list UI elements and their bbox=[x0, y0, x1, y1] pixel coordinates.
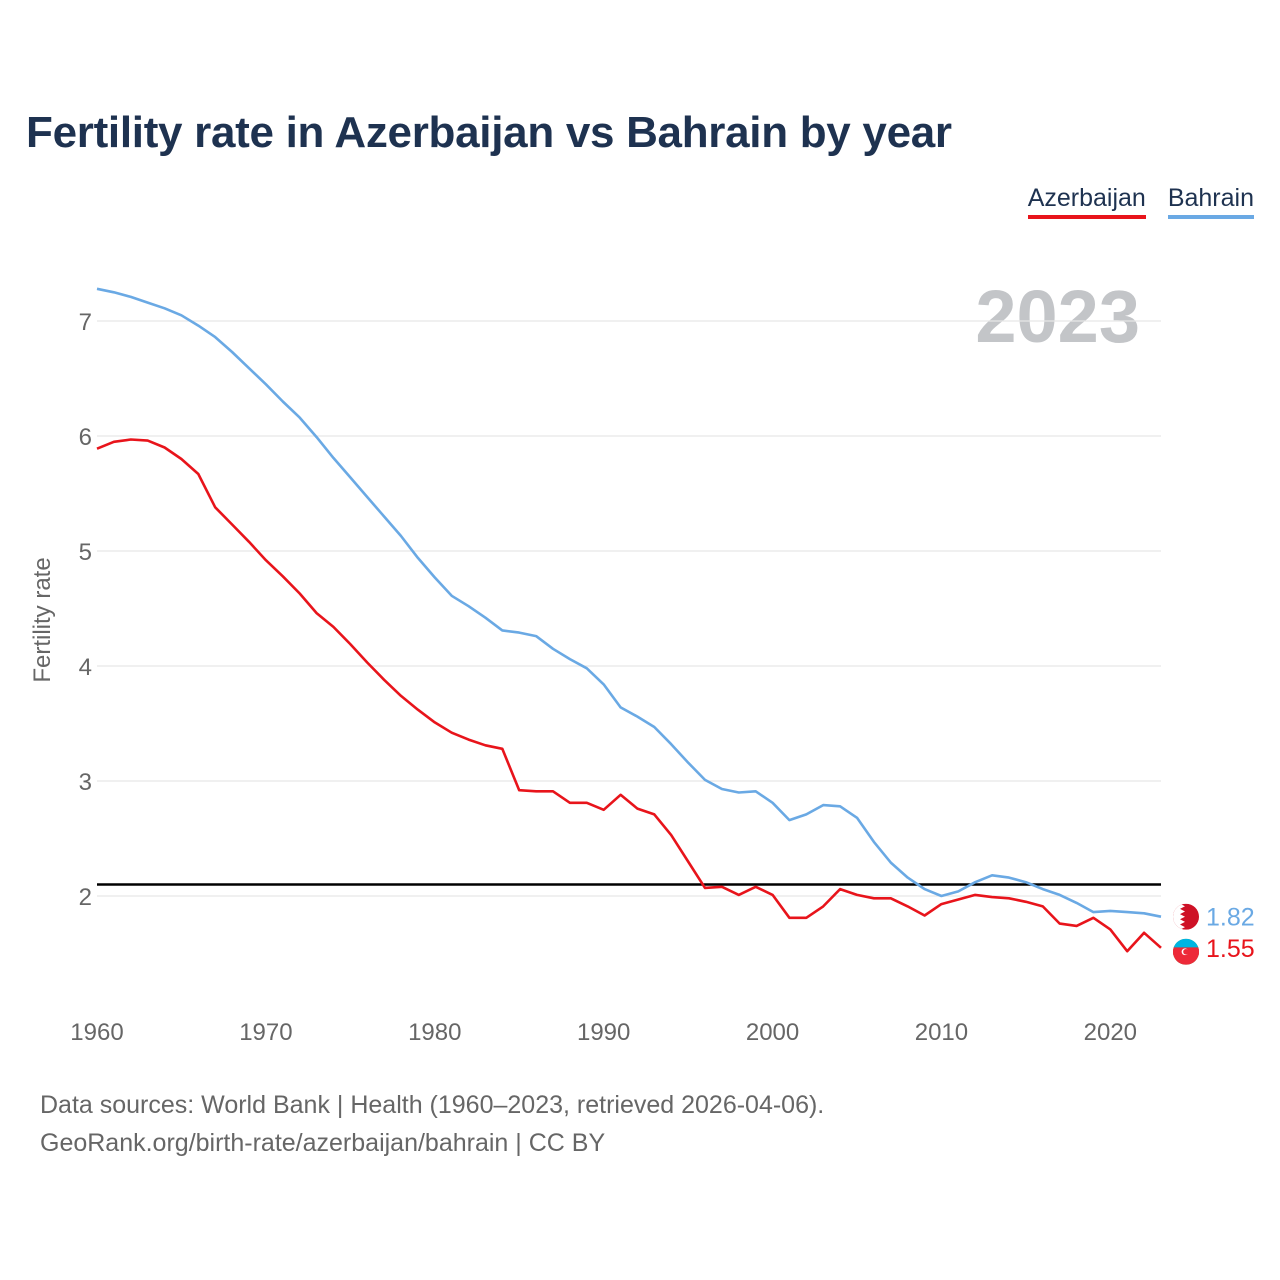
series-line-azerbaijan[interactable] bbox=[96, 438, 1162, 953]
y-axis-label: Fertility rate bbox=[29, 557, 56, 682]
y-tick-label-7: 7 bbox=[79, 309, 92, 336]
azerbaijan-flag-icon bbox=[1173, 938, 1199, 965]
series-line-bahrain[interactable] bbox=[96, 287, 1162, 918]
bahrain-flag-icon bbox=[1173, 903, 1199, 930]
x-tick-label-1990: 1990 bbox=[577, 1019, 630, 1046]
y-tick-label-5: 5 bbox=[79, 539, 92, 566]
x-tick-label-1960: 1960 bbox=[70, 1019, 123, 1046]
x-tick-label-2000: 2000 bbox=[746, 1019, 799, 1046]
legend-bahrain[interactable]: Bahrain bbox=[1167, 184, 1254, 219]
footer: Data sources: World Bank | Health (1960–… bbox=[40, 1086, 824, 1162]
credit-link[interactable]: GeoRank.org/birth-rate/azerbaijan/bahrai… bbox=[40, 1129, 606, 1157]
y-tick-label-6: 6 bbox=[79, 424, 92, 451]
y-tick-label-4: 4 bbox=[79, 654, 92, 681]
year-watermark: 2023 bbox=[975, 275, 1140, 358]
x-tick-label-1980: 1980 bbox=[408, 1019, 461, 1046]
x-tick-label-1970: 1970 bbox=[239, 1019, 292, 1046]
bahrain-end-value: 1.82 bbox=[1206, 904, 1255, 932]
legend: Azerbaijan Bahrain bbox=[1027, 184, 1254, 219]
x-tick-label-2010: 2010 bbox=[915, 1019, 968, 1046]
chart-title: Fertility rate in Azerbaijan vs Bahrain … bbox=[26, 108, 952, 157]
legend-azerbaijan[interactable]: Azerbaijan bbox=[1027, 184, 1146, 219]
data-sources-note: Data sources: World Bank | Health (1960–… bbox=[40, 1091, 825, 1119]
x-tick-label-2020: 2020 bbox=[1084, 1019, 1137, 1046]
y-tick-label-3: 3 bbox=[79, 769, 92, 796]
y-tick-label-2: 2 bbox=[79, 884, 92, 911]
azerbaijan-end-value: 1.55 bbox=[1206, 935, 1255, 963]
